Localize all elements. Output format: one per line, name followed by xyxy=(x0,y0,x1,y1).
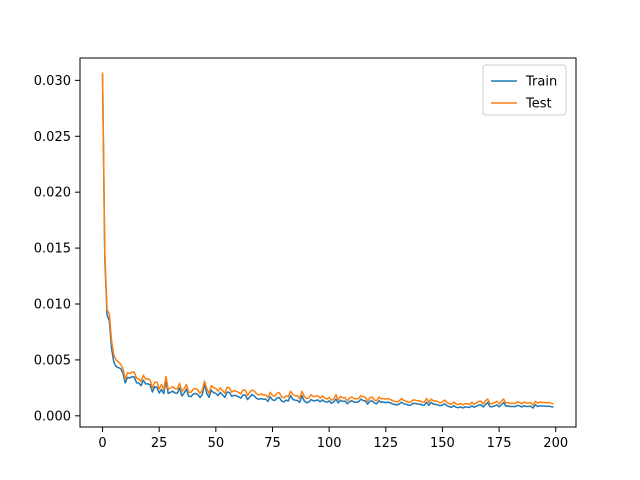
y-tick-label: 0.030 xyxy=(34,74,71,89)
x-axis: 0 25 50 75 100 125 150 175 200 xyxy=(98,427,568,451)
y-tick-label: 0.010 xyxy=(34,298,71,313)
y-tick-label: 0.000 xyxy=(34,409,71,424)
x-tick-label: 75 xyxy=(264,436,281,451)
y-tick-label: 0.020 xyxy=(34,186,71,201)
y-tick-label: 0.005 xyxy=(34,353,71,368)
legend: Train Test xyxy=(482,64,567,116)
y-tick-label: 0.015 xyxy=(34,242,71,257)
x-tick-label: 100 xyxy=(317,436,342,451)
legend-label-test: Test xyxy=(525,97,552,112)
x-tick-label: 25 xyxy=(151,436,168,451)
x-tick-label: 175 xyxy=(487,436,512,451)
legend-label-train: Train xyxy=(525,75,557,90)
series-line-train xyxy=(101,74,554,409)
plot-frame xyxy=(79,57,577,428)
x-tick-label: 0 xyxy=(98,436,106,451)
series-line-test xyxy=(101,72,554,406)
x-tick-label: 200 xyxy=(543,436,568,451)
y-tick-label: 0.025 xyxy=(34,130,71,145)
x-tick-label: 125 xyxy=(373,436,398,451)
x-tick-label: 50 xyxy=(208,436,225,451)
y-axis: 0.000 0.005 0.010 0.015 0.020 0.025 0.030 xyxy=(34,74,80,424)
series-layer xyxy=(101,72,554,409)
legend-box xyxy=(482,64,567,116)
x-tick-label: 150 xyxy=(430,436,455,451)
